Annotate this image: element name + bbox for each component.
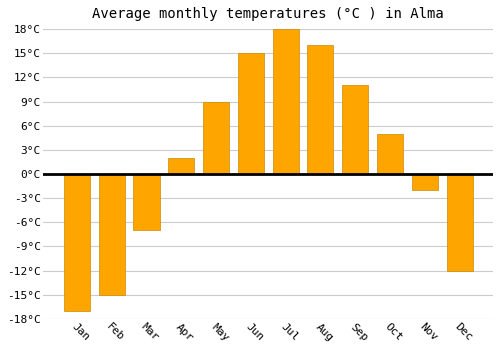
Bar: [412, 174, 438, 190]
Bar: [308, 45, 334, 174]
Bar: [98, 174, 125, 295]
Bar: [377, 134, 403, 174]
Bar: [134, 174, 160, 230]
Bar: [272, 29, 298, 174]
Bar: [238, 53, 264, 174]
Bar: [203, 102, 229, 174]
Bar: [342, 85, 368, 174]
Title: Average monthly temperatures (°C ) in Alma: Average monthly temperatures (°C ) in Al…: [92, 7, 444, 21]
Bar: [168, 158, 194, 174]
Bar: [64, 174, 90, 311]
Bar: [446, 174, 472, 271]
